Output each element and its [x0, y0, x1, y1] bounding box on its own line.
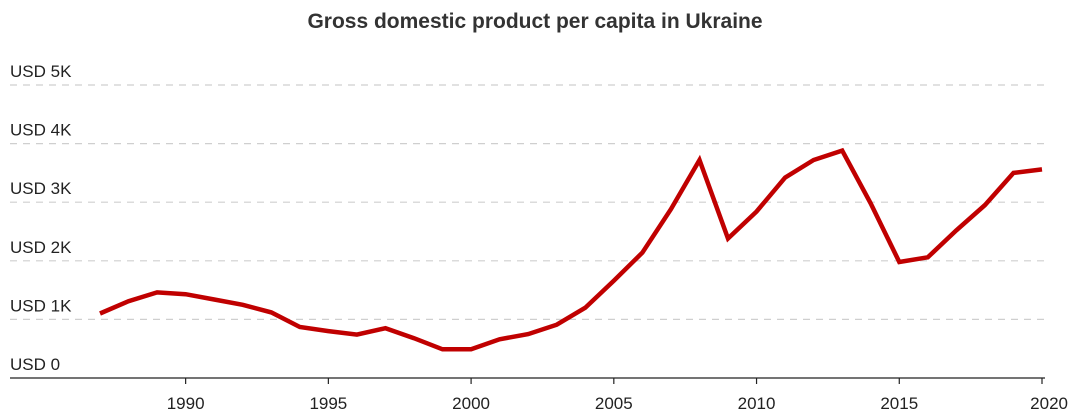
gridlines — [10, 84, 1045, 320]
y-tick-label: USD 2K — [10, 238, 72, 257]
y-tick-label: USD 3K — [10, 179, 72, 198]
y-tick-label: USD 4K — [10, 121, 72, 140]
series-layer — [99, 147, 1043, 352]
x-axis: 1990 1995 2000 2005 2010 2015 2020 — [10, 377, 1068, 411]
series-line — [99, 147, 1043, 352]
x-tick-label: 2010 — [738, 394, 776, 411]
y-axis: USD 0 USD 1K USD 2K USD 3K USD 4K USD 5K — [10, 62, 72, 374]
y-tick-label: USD 1K — [10, 296, 72, 315]
x-tick-label: 1990 — [167, 394, 205, 411]
x-tick-label: 2005 — [595, 394, 633, 411]
x-tick-label: 2020 — [1030, 394, 1068, 411]
y-tick-label: USD 5K — [10, 62, 72, 81]
y-tick-label: USD 0 — [10, 355, 60, 374]
chart-title: Gross domestic product per capita in Ukr… — [307, 10, 763, 33]
x-tick-label: 2000 — [452, 394, 490, 411]
x-tick-label: 1995 — [309, 394, 347, 411]
x-tick-label: 2015 — [880, 394, 918, 411]
